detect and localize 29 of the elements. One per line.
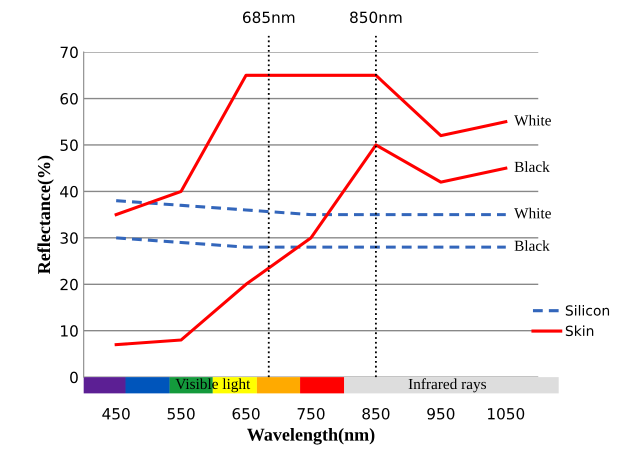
x-tick-label: 850 xyxy=(362,408,390,420)
x-axis-title: Wavelength(nm) xyxy=(247,428,374,445)
annotation: Black xyxy=(514,161,550,172)
annotation: White xyxy=(514,114,551,126)
ref-line-label: 685nm xyxy=(242,12,294,24)
legend-label: Silicon xyxy=(566,304,610,316)
text: Infrared rays xyxy=(408,378,486,392)
line-series xyxy=(114,143,508,346)
x-tick-label: 1050 xyxy=(488,408,524,420)
line-series xyxy=(114,199,508,216)
line-series xyxy=(114,74,508,216)
y-tick-label: 0 xyxy=(70,372,78,384)
x-tick-label: 950 xyxy=(427,408,454,420)
ref-line-label: 850nm xyxy=(350,12,402,24)
y-tick-label: 70 xyxy=(60,46,78,58)
y-tick-label: 50 xyxy=(60,139,78,151)
x-tick-label: 750 xyxy=(298,408,325,420)
y-tick-label: 20 xyxy=(60,278,78,290)
y-axis-title: Reflectance(%) xyxy=(37,156,54,274)
y-tick-label: 30 xyxy=(60,232,78,244)
x-tick-label: 450 xyxy=(102,408,130,420)
y-tick-label: 40 xyxy=(60,186,78,198)
y-tick-label: 60 xyxy=(60,92,78,105)
annotation: Black xyxy=(514,240,550,251)
x-tick-label: 650 xyxy=(232,408,260,420)
annotation: White xyxy=(514,208,551,219)
x-tick-label: 550 xyxy=(168,408,195,420)
legend-label: Skin xyxy=(566,325,594,336)
y-tick-label: 10 xyxy=(61,325,78,337)
